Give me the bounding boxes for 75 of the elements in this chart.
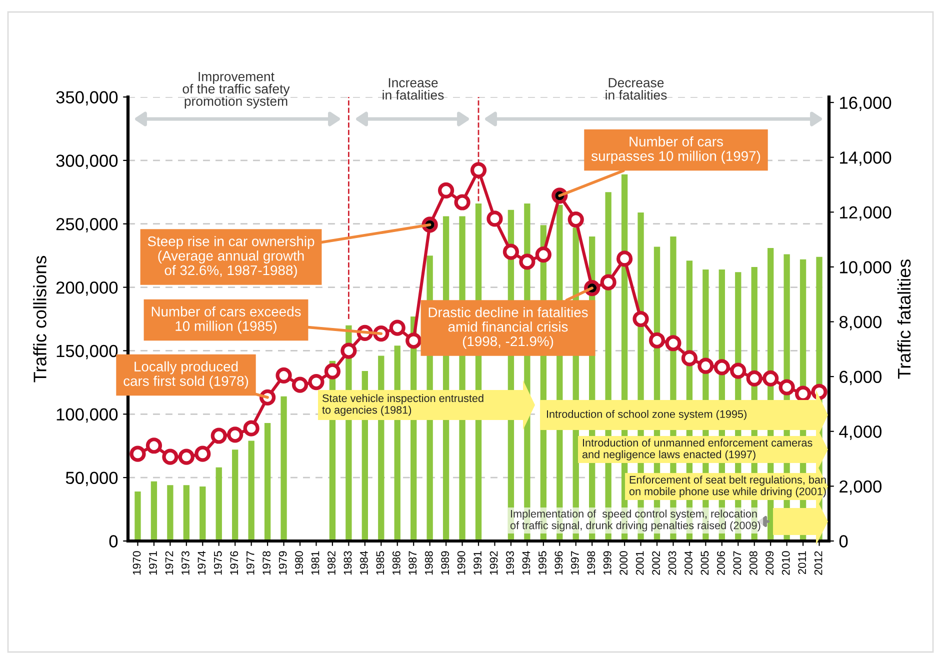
x-tick-label: 1985: [376, 551, 384, 575]
annotation: Enforcement of seat belt regulations, ban on mobile phone use while driving (2001): [629, 476, 826, 498]
annotation: Drastic decline in fatalities amid financial crisis (1998, -21.9%): [428, 307, 588, 349]
annotation: Improvement of the traffic safety promotion system: [182, 72, 290, 108]
x-tick-label: 1982: [328, 551, 336, 575]
x-tick-label: 1995: [538, 551, 546, 575]
x-tick-label: 1983: [344, 551, 352, 575]
x-tick-label: 1990: [457, 551, 466, 575]
annotation: Decrease in fatalities: [606, 78, 667, 100]
y-axis-title: Traffic collisions: [33, 256, 46, 382]
x-tick-label: 1975: [214, 551, 222, 575]
y-tick-label: 250,000: [56, 218, 118, 232]
annotation: State vehicle inspection entrusted to agencies (1981): [322, 394, 484, 416]
x-tick-label: 2008: [749, 551, 758, 575]
x-tick-label: 2010: [782, 551, 790, 575]
x-tick-label: 1993: [506, 551, 514, 575]
x-tick-label: 2007: [733, 551, 742, 575]
x-tick-label: 2002: [652, 551, 660, 575]
x-tick-label: 1981: [311, 551, 320, 575]
annotation: Steep rise in car ownership (Average annual growth of 32.6%, 1987-1988): [148, 236, 314, 278]
x-tick-label: 1980: [295, 551, 303, 575]
x-tick-label: 1974: [198, 551, 206, 575]
annotation: Introduction of school zone system (1995): [547, 410, 746, 420]
annotation: Introduction of unmanned enforcement cameras and negligence laws enacted (1997): [582, 438, 812, 460]
x-tick-label: 1978: [262, 551, 271, 575]
x-tick-label: 1999: [603, 551, 612, 575]
x-tick-label: 1972: [165, 551, 174, 575]
x-tick-label: 1988: [424, 551, 433, 575]
x-tick-label: 1989: [441, 551, 450, 575]
y2-tick-label: 10,000: [840, 261, 892, 276]
annotation: Increase in fatalities: [382, 78, 444, 100]
x-tick-label: 1977: [246, 551, 254, 575]
y2-tick-label: 4,000: [839, 426, 882, 440]
x-tick-label: 1996: [554, 551, 563, 575]
y2-tick-label: 16,000: [840, 96, 892, 111]
x-tick-label: 1973: [182, 551, 190, 575]
x-tick-label: 1987: [408, 551, 417, 575]
y2-tick-label: 0: [839, 535, 848, 548]
x-tick-label: 1984: [360, 551, 368, 575]
annotation: Implementation of speed control system, relocation of traffic signal, drunk driving penalties raised (2009): [510, 510, 760, 532]
x-tick-label: 1986: [392, 551, 400, 575]
x-tick-label: 2005: [700, 551, 709, 575]
x-tick-label: 1994: [522, 551, 530, 575]
x-tick-label: 1998: [587, 551, 596, 575]
x-tick-label: 2011: [798, 551, 806, 574]
x-tick-label: 1992: [490, 551, 498, 575]
y-tick-label: 150,000: [56, 344, 118, 360]
x-tick-label: 2012: [814, 551, 822, 575]
y2-axis-title: Traffic fatalities: [897, 259, 911, 379]
annotation: Locally produced cars first sold (1978): [124, 361, 248, 389]
y-tick-label: 0: [109, 535, 118, 548]
y-tick-label: 50,000: [66, 472, 118, 486]
y2-tick-label: 12,000: [840, 206, 892, 221]
y-tick-label: 350,000: [56, 91, 118, 106]
y2-tick-label: 8,000: [839, 316, 882, 330]
x-tick-label: 2006: [717, 551, 725, 575]
x-tick-label: 2009: [766, 551, 774, 575]
y-tick-label: 300,000: [56, 154, 118, 169]
x-tick-label: 2004: [684, 551, 692, 575]
x-tick-label: 1997: [570, 551, 579, 575]
annotation: Number of cars surpasses 10 million (1997): [591, 136, 760, 164]
x-tick-label: 1970: [132, 551, 141, 575]
y2-tick-label: 6,000: [840, 370, 882, 386]
x-tick-label: 2003: [668, 551, 676, 575]
x-tick-label: 1971: [149, 551, 157, 575]
x-tick-label: 1979: [278, 551, 287, 575]
y2-tick-label: 14,000: [840, 151, 892, 166]
y-tick-label: 200,000: [56, 281, 118, 296]
x-tick-label: 1976: [230, 551, 238, 575]
y-tick-label: 100,000: [56, 408, 118, 423]
x-tick-label: 2001: [636, 551, 644, 575]
x-tick-label: 1991: [474, 551, 482, 575]
annotation: Number of cars exceeds 10 million (1985): [152, 306, 301, 334]
y2-tick-label: 2,000: [840, 480, 882, 495]
x-tick-label: 2000: [620, 551, 628, 575]
